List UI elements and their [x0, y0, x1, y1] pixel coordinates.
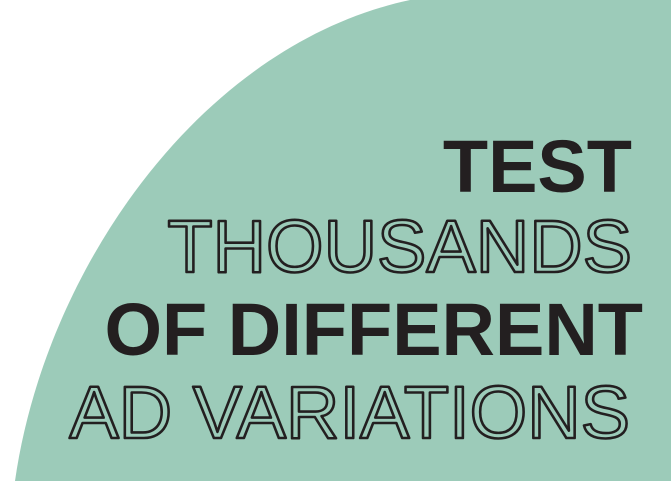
headline-line: OF DIFFERENT: [104, 288, 643, 371]
background-shape: [15, 0, 671, 481]
headline-line: TEST: [443, 125, 632, 208]
headline-line: AD VARIATIONS: [69, 371, 630, 454]
headline-line: THOUSANDS: [167, 205, 632, 288]
